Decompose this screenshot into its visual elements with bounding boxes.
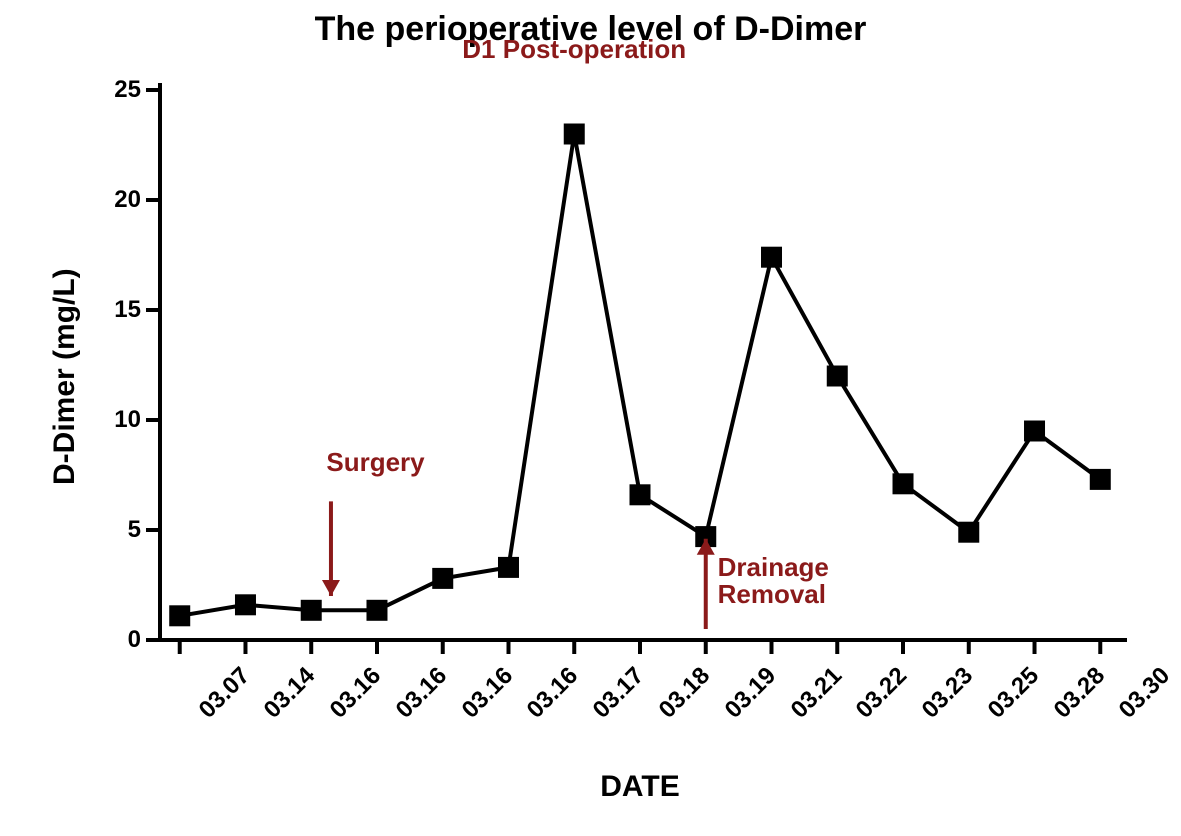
data-marker bbox=[1025, 421, 1045, 441]
y-tick-label: 0 bbox=[81, 626, 141, 654]
data-marker bbox=[959, 522, 979, 542]
data-marker bbox=[498, 557, 518, 577]
y-tick-label: 10 bbox=[81, 406, 141, 434]
data-marker bbox=[762, 247, 782, 267]
y-tick-label: 15 bbox=[81, 296, 141, 324]
x-axis-label: DATE bbox=[580, 770, 700, 804]
chart-annotation: D1 Post-operation bbox=[434, 36, 714, 63]
data-marker bbox=[301, 600, 321, 620]
chart-annotation: Surgery bbox=[326, 449, 424, 476]
y-tick-label: 25 bbox=[81, 76, 141, 104]
data-marker bbox=[235, 595, 255, 615]
data-marker bbox=[893, 474, 913, 494]
y-tick-label: 5 bbox=[81, 516, 141, 544]
chart-root: The perioperative level of D-Dimer D-Dim… bbox=[0, 0, 1181, 836]
data-marker bbox=[1090, 469, 1110, 489]
data-marker bbox=[827, 366, 847, 386]
data-marker bbox=[433, 568, 453, 588]
data-marker bbox=[630, 485, 650, 505]
y-tick-label: 20 bbox=[81, 186, 141, 214]
y-axis-label: D-Dimer (mg/L) bbox=[48, 268, 82, 485]
data-marker bbox=[367, 600, 387, 620]
data-marker bbox=[564, 124, 584, 144]
data-marker bbox=[170, 606, 190, 626]
chart-annotation: DrainageRemoval bbox=[718, 554, 829, 609]
